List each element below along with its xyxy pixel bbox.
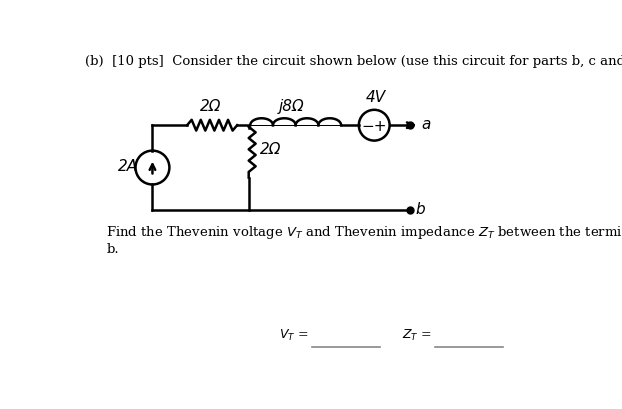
- Text: −+: −+: [361, 119, 387, 133]
- Text: b: b: [415, 201, 425, 216]
- Text: (b)  [10 pts]  Consider the circuit shown below (use this circuit for parts b, c: (b) [10 pts] Consider the circuit shown …: [85, 54, 622, 67]
- Text: $V_T$ =: $V_T$ =: [279, 328, 309, 342]
- Text: 4V: 4V: [366, 90, 386, 104]
- Text: 2Ω: 2Ω: [259, 142, 281, 156]
- Text: 2Ω: 2Ω: [200, 99, 221, 114]
- Text: j8Ω: j8Ω: [279, 99, 305, 114]
- Text: Find the Thevenin voltage $V_T$ and Thevenin impedance $Z_T$ between the termina: Find the Thevenin voltage $V_T$ and Thev…: [106, 223, 622, 255]
- Text: 2A: 2A: [118, 158, 138, 173]
- Text: $Z_T$ =: $Z_T$ =: [402, 328, 432, 342]
- Text: a: a: [421, 117, 430, 132]
